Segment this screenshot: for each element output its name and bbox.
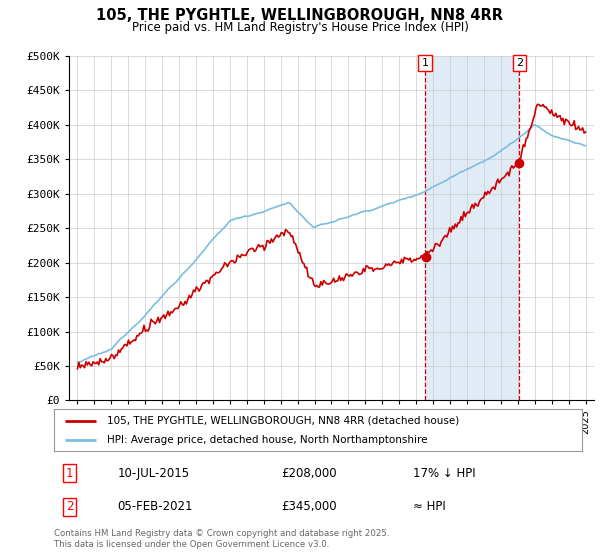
Bar <box>425 56 520 400</box>
Text: ≈ HPI: ≈ HPI <box>413 500 446 514</box>
Text: HPI: Average price, detached house, North Northamptonshire: HPI: Average price, detached house, Nort… <box>107 435 427 445</box>
Text: 2: 2 <box>66 500 74 514</box>
Text: 105, THE PYGHTLE, WELLINGBOROUGH, NN8 4RR: 105, THE PYGHTLE, WELLINGBOROUGH, NN8 4R… <box>97 8 503 24</box>
Text: 17% ↓ HPI: 17% ↓ HPI <box>413 466 476 480</box>
Text: £208,000: £208,000 <box>281 466 337 480</box>
Text: 05-FEB-2021: 05-FEB-2021 <box>118 500 193 514</box>
Text: Price paid vs. HM Land Registry's House Price Index (HPI): Price paid vs. HM Land Registry's House … <box>131 21 469 34</box>
Text: Contains HM Land Registry data © Crown copyright and database right 2025.
This d: Contains HM Land Registry data © Crown c… <box>54 529 389 549</box>
Text: 1: 1 <box>421 58 428 68</box>
Text: £345,000: £345,000 <box>281 500 337 514</box>
Text: 10-JUL-2015: 10-JUL-2015 <box>118 466 190 480</box>
Text: 105, THE PYGHTLE, WELLINGBOROUGH, NN8 4RR (detached house): 105, THE PYGHTLE, WELLINGBOROUGH, NN8 4R… <box>107 416 459 426</box>
Text: 2: 2 <box>516 58 523 68</box>
Text: 1: 1 <box>66 466 74 480</box>
